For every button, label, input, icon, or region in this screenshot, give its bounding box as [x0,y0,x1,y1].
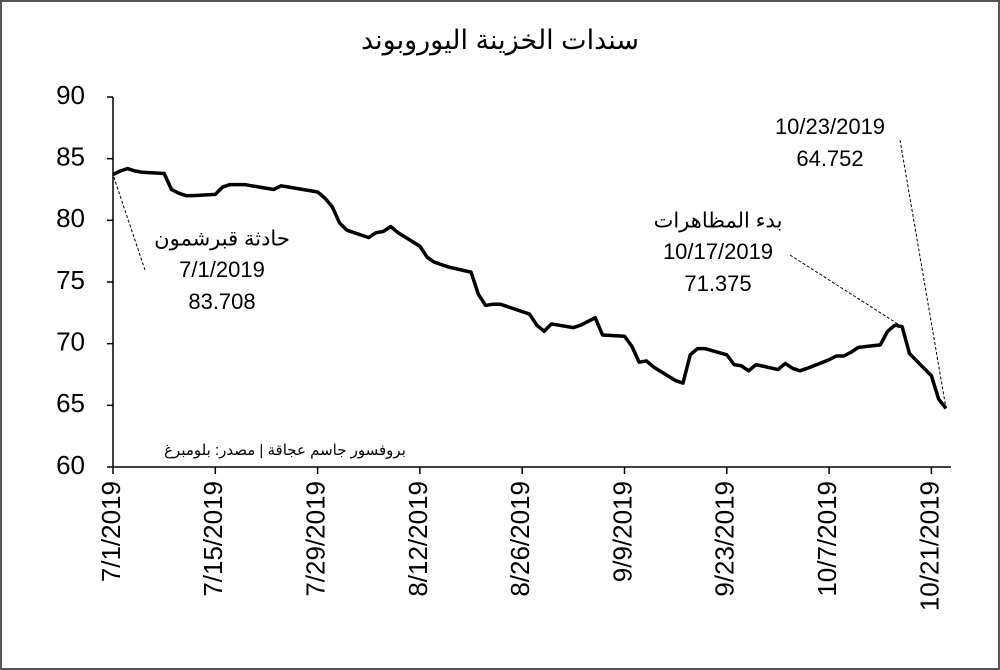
annotation-value: 64.752 [796,146,863,171]
x-tick-label: 7/1/2019 [96,481,126,582]
source-note: بروفسور جاسم عجاقة | مصدر: بلومبرغ [164,442,406,459]
x-tick-label: 10/21/2019 [914,481,944,611]
chart-title: سندات الخزينة اليوروبوند [361,25,639,56]
annotation-date: 10/23/2019 [775,114,885,139]
y-tick-label: 75 [56,265,85,295]
annotation-leader [899,139,947,409]
x-tick-label: 9/23/2019 [710,481,740,597]
y-tick-label: 60 [56,450,85,480]
annotation-leader [112,174,146,271]
y-tick-label: 80 [56,203,85,233]
x-tick-label: 7/15/2019 [198,481,228,597]
x-tick-label: 10/7/2019 [812,481,842,597]
x-tick-label: 8/26/2019 [505,481,535,597]
x-tick-label: 8/12/2019 [403,481,433,597]
annotation-label: حادثة قبرشمون [154,228,290,251]
y-tick-label: 85 [56,142,85,172]
annotation-date: 10/17/2019 [663,239,773,264]
annotation-leader [789,254,903,328]
annotation-label: بدء المظاهرات [654,210,783,233]
x-tick-label: 7/29/2019 [300,481,330,597]
annotation-date: 7/1/2019 [179,257,265,282]
y-tick-label: 65 [56,388,85,418]
y-tick-label: 90 [56,80,85,110]
line-series [112,166,948,410]
annotation-value: 71.375 [684,271,751,296]
annotation-value: 83.708 [188,289,255,314]
y-tick-label: 70 [56,327,85,357]
x-tick-label: 9/9/2019 [607,481,637,582]
